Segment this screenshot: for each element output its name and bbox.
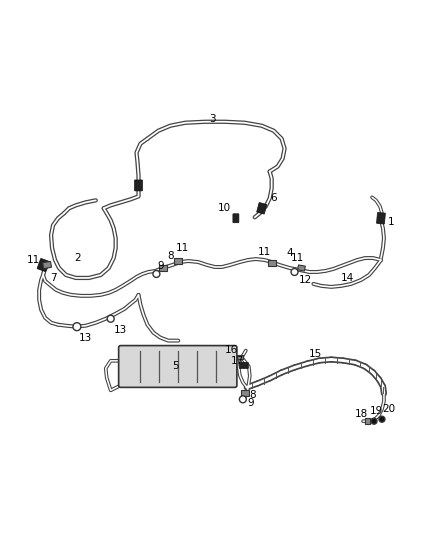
Text: 6: 6 bbox=[270, 193, 277, 204]
Text: 4: 4 bbox=[286, 248, 293, 258]
FancyBboxPatch shape bbox=[241, 390, 249, 397]
FancyBboxPatch shape bbox=[377, 213, 385, 224]
Text: 8: 8 bbox=[167, 251, 173, 261]
Circle shape bbox=[153, 270, 160, 278]
Circle shape bbox=[291, 269, 298, 276]
Text: 2: 2 bbox=[74, 253, 81, 263]
Text: 11: 11 bbox=[291, 253, 304, 263]
Text: 9: 9 bbox=[157, 261, 164, 271]
Text: 3: 3 bbox=[209, 114, 215, 124]
Text: 5: 5 bbox=[172, 361, 179, 372]
Circle shape bbox=[371, 418, 377, 424]
Text: 1: 1 bbox=[388, 217, 394, 227]
Text: 19: 19 bbox=[369, 406, 383, 416]
Text: 9: 9 bbox=[247, 398, 254, 408]
FancyBboxPatch shape bbox=[297, 265, 305, 271]
Text: 16: 16 bbox=[225, 344, 239, 354]
Text: 17: 17 bbox=[231, 356, 244, 366]
Text: 8: 8 bbox=[250, 390, 256, 400]
Text: 11: 11 bbox=[176, 243, 189, 253]
FancyBboxPatch shape bbox=[364, 418, 370, 424]
Text: 18: 18 bbox=[354, 409, 368, 419]
Circle shape bbox=[107, 315, 114, 322]
FancyBboxPatch shape bbox=[174, 258, 182, 264]
FancyBboxPatch shape bbox=[237, 354, 243, 359]
Text: 10: 10 bbox=[217, 203, 230, 213]
Circle shape bbox=[379, 416, 385, 422]
Circle shape bbox=[73, 322, 81, 330]
Text: 14: 14 bbox=[341, 273, 354, 283]
Text: 12: 12 bbox=[299, 275, 312, 285]
FancyBboxPatch shape bbox=[119, 345, 237, 387]
Text: 11: 11 bbox=[258, 247, 271, 257]
FancyBboxPatch shape bbox=[134, 180, 142, 191]
Text: 15: 15 bbox=[309, 349, 322, 359]
Text: 13: 13 bbox=[114, 325, 127, 335]
Circle shape bbox=[240, 396, 246, 403]
FancyBboxPatch shape bbox=[42, 261, 52, 269]
Text: 11: 11 bbox=[27, 255, 40, 265]
Text: 7: 7 bbox=[50, 273, 57, 283]
FancyBboxPatch shape bbox=[268, 260, 276, 266]
FancyBboxPatch shape bbox=[240, 362, 248, 368]
FancyBboxPatch shape bbox=[159, 265, 167, 271]
FancyBboxPatch shape bbox=[37, 259, 49, 271]
Text: 20: 20 bbox=[382, 404, 396, 414]
Text: 13: 13 bbox=[79, 333, 92, 343]
FancyBboxPatch shape bbox=[257, 203, 267, 214]
FancyBboxPatch shape bbox=[233, 214, 239, 223]
